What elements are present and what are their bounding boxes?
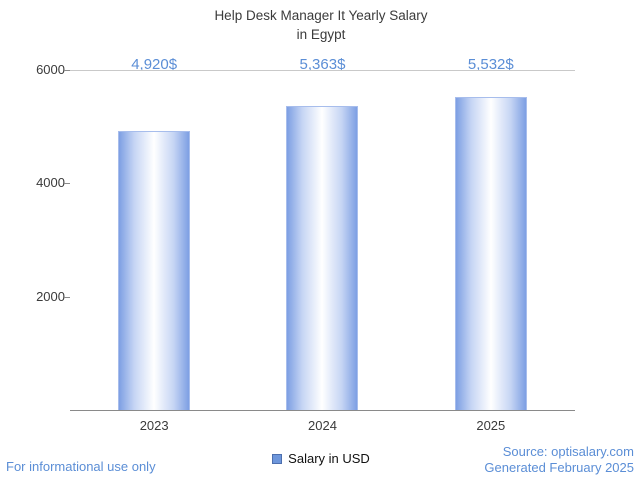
bar-value-label-2023: 4,920$ [131, 56, 178, 73]
y-tick-label-4000: 4000 [36, 175, 65, 191]
gridline-6000 [70, 70, 575, 71]
y-tick-label-2000: 2000 [36, 288, 65, 304]
y-tick-mark-4000 [64, 183, 70, 185]
source-info: Source: optisalary.com Generated Februar… [484, 444, 634, 477]
disclaimer-text: For informational use only [6, 459, 156, 474]
source-text: Source: optisalary.com [502, 443, 634, 459]
y-tick-label-6000: 6000 [36, 62, 65, 77]
y-tick-mark-6000 [64, 70, 70, 71]
y-tick-mark-2000 [64, 296, 70, 298]
bar-value-label-2025: 5,532$ [467, 56, 514, 73]
bars-container [70, 70, 575, 410]
x-axis-labels: 2023 2024 2025 [70, 418, 575, 433]
chart-title: Help Desk Manager It Yearly Salary in Eg… [214, 8, 428, 42]
bar-2025 [454, 97, 527, 410]
bar-2023 [118, 131, 191, 410]
legend: Salary in USD [0, 451, 642, 466]
legend-swatch-icon [272, 453, 283, 464]
x-label-2024: 2024 [308, 418, 337, 433]
plot-area [70, 70, 575, 411]
x-label-2023: 2023 [139, 418, 169, 433]
x-label-2025: 2025 [476, 418, 506, 433]
bar-value-labels: 4,920$ 5,363$ 5,532$ [70, 56, 575, 76]
legend-label: Salary in USD [288, 451, 370, 466]
generated-text: Generated February 2025 [484, 459, 634, 475]
bar-2024 [286, 106, 359, 410]
bar-value-label-2024: 5,363$ [299, 56, 346, 73]
